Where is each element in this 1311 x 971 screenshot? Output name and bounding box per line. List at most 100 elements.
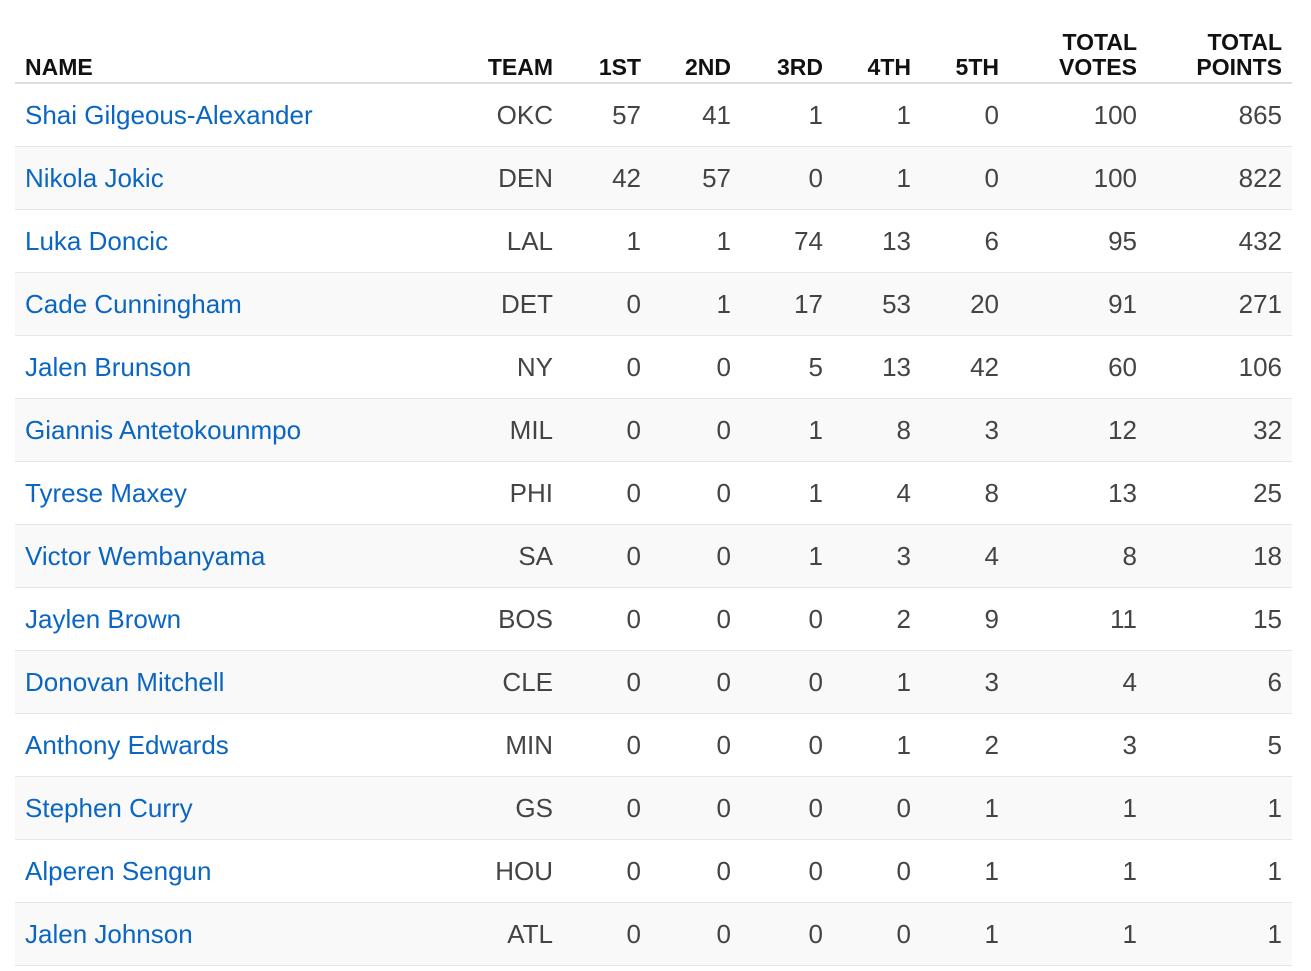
team-cell: DEN (445, 146, 563, 210)
player-name-cell: Jalen Johnson (15, 902, 445, 966)
table-row: Luka Doncic LAL 1 1 74 13 6 95 432 (15, 209, 1292, 273)
total-votes-cell: 100 (1009, 83, 1147, 147)
votes-2nd-cell: 1 (651, 209, 741, 273)
votes-5th-cell: 1 (921, 902, 1009, 966)
votes-3rd-cell: 0 (741, 713, 833, 777)
team-cell: OKC (445, 83, 563, 147)
votes-2nd-cell: 0 (651, 839, 741, 903)
votes-4th-cell: 53 (833, 272, 921, 336)
table-row: Victor Wembanyama SA 0 0 1 3 4 8 18 (15, 524, 1292, 588)
player-link[interactable]: Luka Doncic (25, 225, 169, 256)
total-points-cell: 1 (1147, 902, 1292, 966)
votes-4th-cell: 4 (833, 461, 921, 525)
votes-3rd-cell: 0 (741, 587, 833, 651)
votes-2nd-cell: 0 (651, 650, 741, 714)
votes-1st-cell: 0 (563, 524, 651, 588)
team-cell: NY (445, 335, 563, 399)
player-name-cell: Jaylen Brown (15, 587, 445, 651)
votes-3rd-cell: 1 (741, 524, 833, 588)
team-cell: BOS (445, 587, 563, 651)
total-votes-cell: 95 (1009, 209, 1147, 273)
header-total-votes-line2: VOTES (1059, 54, 1137, 80)
total-points-cell: 25 (1147, 461, 1292, 525)
total-points-cell: 15 (1147, 587, 1292, 651)
votes-1st-cell: 0 (563, 461, 651, 525)
player-link[interactable]: Jaylen Brown (25, 603, 182, 634)
player-name-cell: Jalen Brunson (15, 335, 445, 399)
votes-3rd-cell: 17 (741, 272, 833, 336)
votes-3rd-cell: 1 (741, 461, 833, 525)
player-link[interactable]: Stephen Curry (25, 792, 193, 823)
total-votes-cell: 60 (1009, 335, 1147, 399)
votes-5th-cell: 3 (921, 398, 1009, 462)
votes-1st-cell: 0 (563, 650, 651, 714)
votes-2nd-cell: 41 (651, 83, 741, 147)
voting-results-table: NAME TEAM 1ST 2ND 3RD 4TH 5TH TOTAL VOTES… (15, 18, 1292, 966)
player-name-cell: Giannis Antetokounmpo (15, 398, 445, 462)
header-total-points: TOTAL POINTS (1147, 18, 1292, 84)
total-points-cell: 5 (1147, 713, 1292, 777)
total-points-cell: 6 (1147, 650, 1292, 714)
table-row: Shai Gilgeous-Alexander OKC 57 41 1 1 0 100 865 (15, 83, 1292, 147)
player-name-cell: Alperen Sengun (15, 839, 445, 903)
player-link[interactable]: Shai Gilgeous-Alexander (25, 99, 313, 130)
votes-4th-cell: 0 (833, 776, 921, 840)
votes-4th-cell: 13 (833, 209, 921, 273)
table-row: Alperen Sengun HOU 0 0 0 0 1 1 1 (15, 839, 1292, 903)
header-total-points-line2: POINTS (1196, 54, 1282, 80)
votes-5th-cell: 2 (921, 713, 1009, 777)
player-link[interactable]: Alperen Sengun (25, 855, 212, 886)
table-body: Shai Gilgeous-Alexander OKC 57 41 1 1 0 100 865 N… (15, 83, 1292, 966)
votes-4th-cell: 1 (833, 83, 921, 147)
votes-1st-cell: 0 (563, 587, 651, 651)
team-cell: MIN (445, 713, 563, 777)
total-points-cell: 18 (1147, 524, 1292, 588)
votes-1st-cell: 0 (563, 398, 651, 462)
team-cell: LAL (445, 209, 563, 273)
votes-2nd-cell: 57 (651, 146, 741, 210)
votes-1st-cell: 0 (563, 713, 651, 777)
team-cell: SA (445, 524, 563, 588)
votes-3rd-cell: 0 (741, 146, 833, 210)
votes-4th-cell: 1 (833, 146, 921, 210)
header-total-points-line1: TOTAL (1207, 29, 1282, 55)
votes-4th-cell: 3 (833, 524, 921, 588)
votes-2nd-cell: 0 (651, 902, 741, 966)
votes-5th-cell: 1 (921, 776, 1009, 840)
player-link[interactable]: Tyrese Maxey (25, 477, 187, 508)
table-row: Cade Cunningham DET 0 1 17 53 20 91 271 (15, 272, 1292, 336)
table-row: Anthony Edwards MIN 0 0 0 1 2 3 5 (15, 713, 1292, 777)
votes-1st-cell: 0 (563, 335, 651, 399)
votes-4th-cell: 8 (833, 398, 921, 462)
team-cell: ATL (445, 902, 563, 966)
table-row: Giannis Antetokounmpo MIL 0 0 1 8 3 12 32 (15, 398, 1292, 462)
player-link[interactable]: Cade Cunningham (25, 288, 242, 319)
votes-2nd-cell: 0 (651, 776, 741, 840)
votes-1st-cell: 1 (563, 209, 651, 273)
total-votes-cell: 100 (1009, 146, 1147, 210)
player-link[interactable]: Jalen Brunson (25, 351, 192, 382)
player-name-cell: Victor Wembanyama (15, 524, 445, 588)
header-4th: 4TH (833, 18, 921, 84)
votes-1st-cell: 0 (563, 272, 651, 336)
player-name-cell: Nikola Jokic (15, 146, 445, 210)
table-row: Jaylen Brown BOS 0 0 0 2 9 11 15 (15, 587, 1292, 651)
player-link[interactable]: Donovan Mitchell (25, 666, 225, 697)
votes-4th-cell: 13 (833, 335, 921, 399)
player-link[interactable]: Victor Wembanyama (25, 540, 266, 571)
total-votes-cell: 3 (1009, 713, 1147, 777)
votes-5th-cell: 42 (921, 335, 1009, 399)
player-link[interactable]: Giannis Antetokounmpo (25, 414, 302, 445)
header-total-votes: TOTAL VOTES (1009, 18, 1147, 84)
table-row: Nikola Jokic DEN 42 57 0 1 0 100 822 (15, 146, 1292, 210)
header-name: NAME (15, 18, 445, 84)
table-row: Jalen Brunson NY 0 0 5 13 42 60 106 (15, 335, 1292, 399)
total-votes-cell: 1 (1009, 839, 1147, 903)
player-link[interactable]: Nikola Jokic (25, 162, 164, 193)
player-link[interactable]: Anthony Edwards (25, 729, 229, 760)
player-name-cell: Tyrese Maxey (15, 461, 445, 525)
votes-5th-cell: 6 (921, 209, 1009, 273)
total-points-cell: 32 (1147, 398, 1292, 462)
player-link[interactable]: Jalen Johnson (25, 918, 193, 949)
votes-4th-cell: 1 (833, 650, 921, 714)
